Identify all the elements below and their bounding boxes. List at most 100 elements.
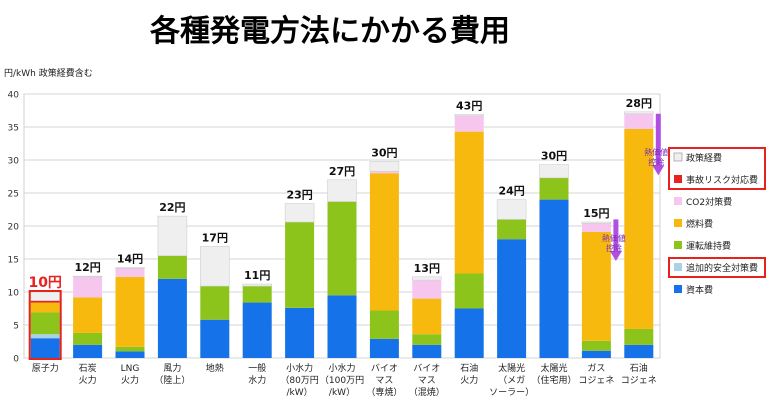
bar-segment [200, 286, 230, 320]
y-tick-label: 5 [13, 322, 19, 332]
bar-segment [454, 273, 484, 309]
legend-highlight-box [668, 147, 766, 190]
bar-total-label: 14円 [117, 253, 143, 266]
bar-total-label: 15円 [583, 207, 609, 220]
legend-label: CO2対策費 [686, 196, 732, 208]
bar-segment [369, 161, 400, 172]
bar-total-label: 12円 [74, 261, 100, 274]
bar-segment [157, 215, 188, 257]
bar-segment [496, 199, 527, 220]
chart-title: 各種発電方法にかかる費用 [150, 14, 510, 49]
y-tick-label: 30 [8, 157, 20, 167]
bar-segment [412, 280, 442, 299]
bar-total-label: 30円 [541, 150, 567, 163]
bar-segment [327, 179, 357, 202]
bar-segment [157, 278, 187, 358]
bar-segment [369, 173, 399, 311]
bar-segment [539, 199, 569, 358]
bar-segment [285, 222, 315, 308]
bar-segment [624, 113, 654, 129]
legend-label: 追加的安全対策費 [686, 262, 758, 274]
bar-total-label: 17円 [202, 231, 228, 244]
legend-label: 事故リスク対応費 [686, 174, 758, 186]
x-tick-label: 地熱 [206, 362, 224, 374]
bar-segment [369, 171, 399, 174]
bar-total-label: 24円 [498, 185, 524, 198]
bar-segment [327, 201, 357, 296]
x-tick-label: バイオマス（専焼） [366, 363, 402, 398]
bar-segment [157, 255, 187, 279]
bar-total-label: 28円 [626, 97, 652, 110]
bar-segment [581, 223, 611, 232]
y-tick-label: 25 [8, 190, 19, 200]
bar-segment [539, 177, 569, 200]
bar-segment [30, 312, 60, 335]
x-tick-label: 石油火力 [460, 362, 478, 386]
bar-total-label: 43円 [456, 99, 482, 112]
bar-segment [327, 295, 357, 358]
x-tick-label: バイオマス（混焼） [409, 363, 445, 398]
bar-segment [73, 297, 103, 333]
bar-segment [581, 340, 611, 351]
legend-label: 資本費 [686, 284, 713, 296]
bar-segment [115, 351, 145, 358]
bar-total-label: 13円 [414, 262, 440, 275]
bar-segment [412, 334, 442, 345]
bar-total-labels: 10円 12円 14円 22円 17円 11円 23円 27円 30円 13円 43円 24円 30円 1… [28, 97, 651, 291]
heat-deduction-arrow-head [609, 251, 622, 261]
bar-segment [200, 246, 230, 287]
bar-segment [73, 276, 103, 298]
bar-segment [284, 203, 315, 223]
x-tick-label: LNG 火力 [121, 364, 140, 386]
y-tick-label: 0 [13, 355, 19, 365]
heat-deduction-label: 熱価値控除 [644, 147, 668, 167]
bar-total-label: 30円 [371, 146, 397, 159]
bar-segment [30, 302, 60, 313]
bar-segment [411, 276, 442, 281]
x-tick-label: 石炭火力 [79, 363, 97, 386]
bars [28, 111, 654, 360]
legend-highlight-box [668, 257, 766, 278]
bar-segment [497, 219, 527, 240]
legend-swatch [674, 219, 682, 227]
bar-segment [623, 111, 654, 115]
heat-deduction-label: 熱価値控除 [602, 233, 626, 253]
bar-total-label: 27円 [329, 165, 355, 178]
bar-segment [242, 283, 272, 287]
y-axis-unit-label: 円/kWh 政策経費含む [4, 69, 93, 79]
bar-segment [30, 334, 60, 339]
bar-segment [581, 221, 612, 224]
bar-segment [115, 268, 145, 277]
x-tick-label: ガスコジェネ [578, 363, 614, 386]
bar-segment [30, 291, 61, 301]
bar-total-label: 22円 [159, 201, 185, 214]
bar-segment [581, 231, 611, 341]
bar-segment [242, 286, 272, 303]
bar-segment [454, 131, 484, 274]
bar-segment [412, 344, 442, 358]
legend-swatch [674, 175, 682, 183]
legend-label: 政策経費 [686, 152, 722, 164]
x-tick-label: 小水力（80万円/kW） [280, 362, 318, 398]
legend-label: 運転維持費 [686, 240, 731, 252]
bar-segment [115, 276, 145, 347]
bar-segment [581, 350, 611, 358]
legend-swatch [674, 263, 682, 271]
bar-segment [412, 298, 442, 335]
y-tick-label: 15 [8, 256, 19, 266]
x-tick-label: 風力（陸上） [154, 362, 190, 386]
bar-segment [30, 338, 60, 358]
bar-segment [73, 332, 103, 345]
legend-label: 燃料費 [686, 218, 713, 230]
y-tick-label: 35 [8, 124, 19, 134]
bar-segment [454, 115, 484, 132]
x-tick-label: 原子力 [32, 362, 59, 374]
bar-segment [497, 239, 527, 358]
y-tick-label: 20 [8, 223, 20, 233]
bar-total-label: 10円 [28, 275, 61, 291]
bar-segment [624, 128, 654, 329]
x-tick-label: 一般水力 [248, 362, 266, 386]
